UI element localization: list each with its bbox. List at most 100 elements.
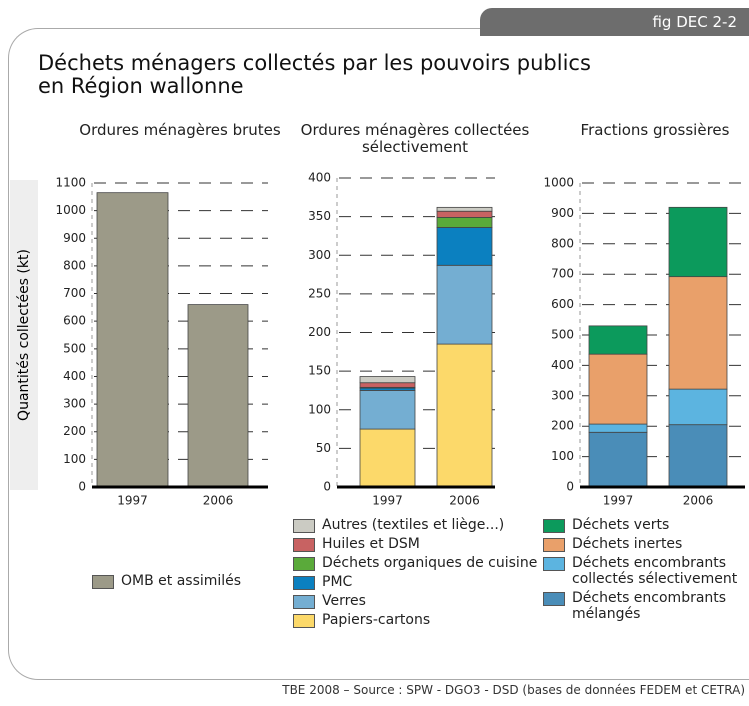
legend-item: Papiers-cartons — [293, 612, 543, 628]
legend-label: Déchets encombrants collectés sélectivem… — [572, 555, 738, 587]
y-tick-label: 800 — [551, 236, 574, 250]
bar — [588, 353, 648, 425]
bar — [668, 388, 728, 426]
legend-label: Autres (textiles et liège...) — [322, 517, 505, 533]
legend-swatch — [293, 614, 315, 628]
y-tick-label: 400 — [551, 358, 574, 372]
y-tick-label: 100 — [551, 449, 574, 463]
y-tick-label: 700 — [551, 267, 574, 281]
y-tick-label: 100 — [308, 402, 331, 416]
y-tick-label: 400 — [63, 369, 86, 383]
legend-label: Huiles et DSM — [322, 536, 420, 552]
legend-swatch — [543, 592, 565, 606]
legend: OMB et assimilés — [92, 573, 292, 592]
bar — [668, 424, 728, 488]
y-tick-label: 1100 — [55, 176, 86, 190]
y-tick-label: 200 — [63, 424, 86, 438]
legend-label: OMB et assimilés — [121, 573, 242, 589]
legend-swatch — [543, 538, 565, 552]
legend-item: Verres — [293, 593, 543, 609]
bar — [436, 206, 493, 212]
legend-item: Déchets encombrants collectés sélectivem… — [543, 555, 749, 587]
x-tick-label: 1997 — [372, 494, 403, 508]
legend-item: Déchets verts — [543, 517, 749, 533]
y-tick-label: 400 — [308, 171, 331, 185]
legend-swatch — [293, 557, 315, 571]
x-tick-label: 1997 — [603, 494, 634, 508]
y-tick-label: 200 — [308, 325, 331, 339]
bar — [359, 390, 416, 430]
bar — [359, 428, 416, 488]
y-tick-label: 800 — [63, 258, 86, 272]
y-tick-label: 900 — [551, 206, 574, 220]
y-tick-label: 0 — [323, 480, 331, 494]
y-tick-label: 100 — [63, 452, 86, 466]
chart-title: Fractions grossières — [580, 121, 730, 139]
legend-swatch — [293, 595, 315, 609]
y-tick-label: 0 — [78, 480, 86, 494]
legend-swatch — [293, 538, 315, 552]
y-tick-label: 500 — [551, 328, 574, 342]
chart-title: Ordures ménagères brutes — [79, 121, 281, 139]
legend-item: Déchets encombrants mélangés — [543, 590, 749, 622]
bar — [436, 210, 493, 218]
legend-swatch — [92, 575, 114, 589]
bar — [187, 304, 249, 488]
y-label-strip — [10, 180, 38, 490]
legend-item: Huiles et DSM — [293, 536, 543, 552]
bar — [668, 276, 728, 390]
y-tick-label: 300 — [308, 248, 331, 262]
legend-swatch — [543, 557, 565, 571]
x-tick-label: 2006 — [449, 494, 480, 508]
x-tick-label: 1997 — [117, 494, 148, 508]
bar — [436, 227, 493, 266]
fig-label: fig DEC 2-2 — [480, 8, 749, 36]
legend-label: Papiers-cartons — [322, 612, 431, 628]
legend-item: Autres (textiles et liège...) — [293, 517, 543, 533]
bar — [436, 216, 493, 228]
bar — [96, 192, 169, 488]
legend-swatch — [293, 519, 315, 533]
bar — [359, 382, 416, 388]
legend-label: PMC — [322, 574, 353, 590]
figure-title: Déchets ménagers collectés par les pouvo… — [38, 51, 591, 98]
y-tick-label: 900 — [63, 231, 86, 245]
bar — [588, 431, 648, 488]
legend-swatch — [293, 576, 315, 590]
y-tick-label: 0 — [566, 480, 574, 494]
legend-swatch — [543, 519, 565, 533]
legend-item: OMB et assimilés — [92, 573, 292, 589]
bar — [436, 343, 493, 488]
bar — [588, 423, 648, 433]
y-tick-label: 300 — [63, 397, 86, 411]
source: TBE 2008 – Source : SPW - DGO3 - DSD (ba… — [282, 683, 745, 697]
legend-item: Déchets inertes — [543, 536, 749, 552]
x-tick-label: 2006 — [683, 494, 714, 508]
bar — [588, 325, 648, 355]
legend-item: PMC — [293, 574, 543, 590]
legend-label: Déchets encombrants mélangés — [572, 590, 727, 622]
y-tick-label: 150 — [308, 364, 331, 378]
y-tick-label: 1000 — [55, 203, 86, 217]
y-tick-label: 50 — [316, 441, 331, 455]
legend: Papiers-cartons Verres PMC Déchets organiqu… — [293, 517, 543, 631]
y-tick-label: 500 — [63, 341, 86, 355]
legend-item: Déchets organiques de cuisine — [293, 555, 543, 571]
y-tick-label: 700 — [63, 286, 86, 300]
bar — [668, 206, 728, 278]
y-tick-label: 600 — [63, 314, 86, 328]
y-tick-label: 200 — [551, 419, 574, 433]
y-tick-label: 300 — [551, 388, 574, 402]
y-tick-label: 350 — [308, 209, 331, 223]
frame — [8, 28, 749, 680]
bar — [436, 264, 493, 345]
y-tick-label: 600 — [551, 297, 574, 311]
y-tick-label: 250 — [308, 286, 331, 300]
legend-label: Déchets inertes — [572, 536, 683, 552]
bar — [359, 376, 416, 384]
chart-title: Ordures ménagères collectées sélectiveme… — [300, 121, 530, 156]
y-tick-label: 1000 — [543, 176, 574, 190]
legend-label: Verres — [322, 593, 366, 609]
